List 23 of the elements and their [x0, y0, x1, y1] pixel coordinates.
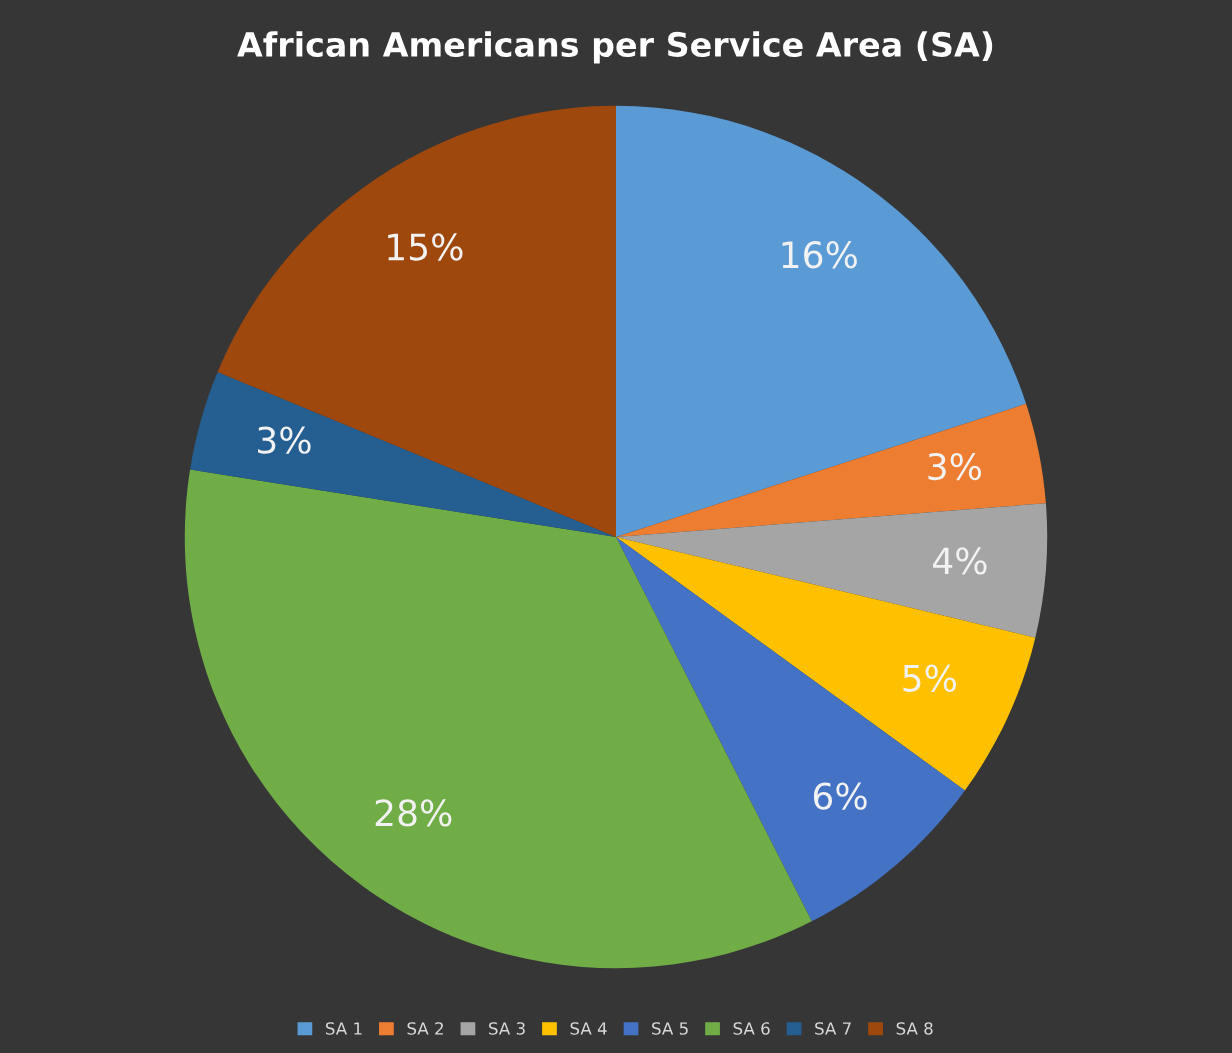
pie-slice	[616, 105, 1027, 538]
data-label: 6%	[813, 782, 867, 810]
legend-label: SA 8	[896, 1022, 933, 1035]
data-label: 5%	[903, 664, 956, 692]
legend-label: SA 5	[652, 1022, 688, 1035]
legend-label: SA 1	[325, 1022, 362, 1035]
data-label: 16%	[782, 241, 857, 269]
data-label: 4%	[933, 547, 987, 575]
data-label: 28%	[375, 799, 452, 827]
pie-slice	[616, 403, 1046, 538]
legend-label: SA 4	[570, 1022, 607, 1035]
legend-label: SA 3	[489, 1022, 525, 1035]
data-label: 15%	[388, 233, 463, 261]
pie-slice	[217, 105, 616, 538]
legend-label: SA 7	[815, 1022, 851, 1035]
legend-label: SA 6	[733, 1022, 770, 1035]
data-label: 3%	[928, 452, 982, 481]
pie-slice	[184, 469, 812, 969]
pie-slice	[616, 503, 1048, 638]
chart-title: African Americans per Service Area (SA)	[237, 31, 993, 64]
legend-label: SA 2	[407, 1022, 443, 1035]
data-label: 3%	[258, 426, 311, 454]
pie-slice	[190, 372, 616, 538]
